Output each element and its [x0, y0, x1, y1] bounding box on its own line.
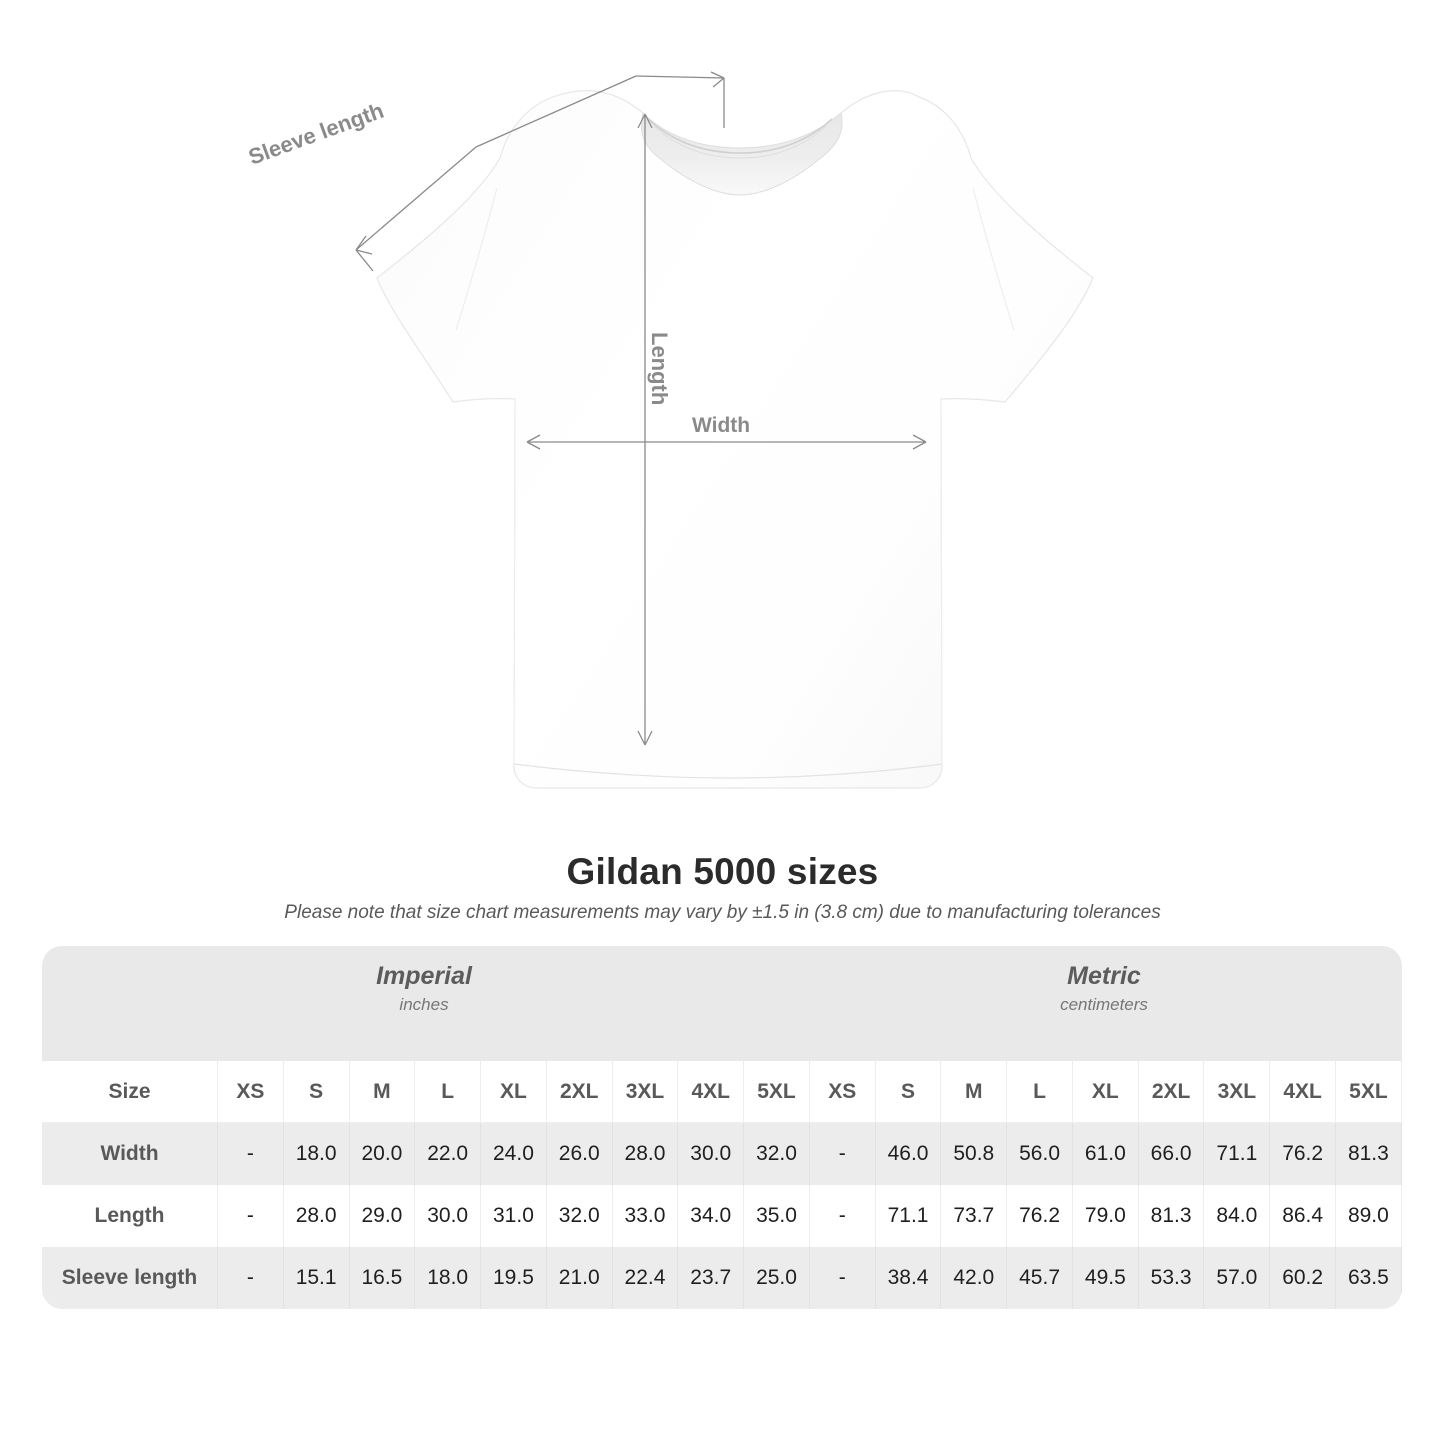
svg-text:Length: Length: [647, 332, 672, 405]
svg-text:Width: Width: [692, 414, 750, 437]
svg-text:Sleeve length: Sleeve length: [245, 98, 387, 170]
